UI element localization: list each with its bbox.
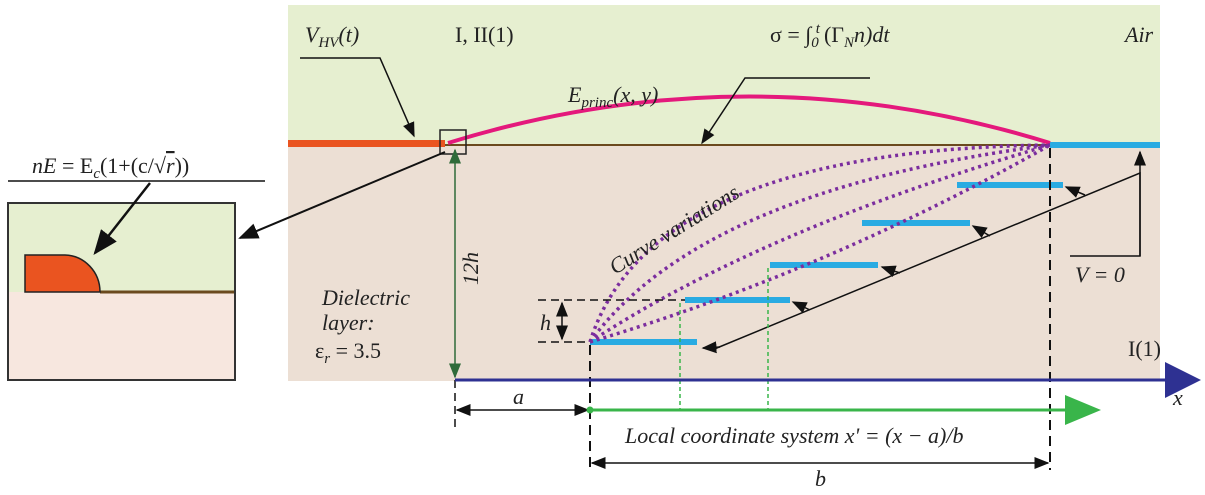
lower-region-label: I(1)	[1128, 336, 1161, 361]
field-label: Eprinc(x, y)	[567, 82, 658, 111]
height-label: 12h	[458, 252, 483, 285]
ground-electrode	[1050, 142, 1160, 148]
inset-label: nE = Ec(1+(c/√r))	[32, 153, 189, 182]
air-label: Air	[1123, 22, 1154, 47]
axis-label: x	[1172, 385, 1183, 410]
offset-label: a	[513, 384, 524, 409]
diagram: I, II(1) Air I(1) VHV(t) σ = ∫0t(ΓNn)dt …	[0, 0, 1205, 495]
width-label: b	[815, 466, 826, 491]
hv-electrode	[288, 140, 445, 147]
ground-label: V = 0	[1075, 262, 1125, 287]
charge-label: σ = ∫0t(ΓNn)dt	[770, 21, 890, 51]
upper-region-label: I, II(1)	[455, 22, 514, 47]
air-region	[288, 5, 1160, 145]
step-label: h	[540, 310, 551, 335]
local-label: Local coordinate system x' = (x − a)/b	[624, 423, 963, 448]
